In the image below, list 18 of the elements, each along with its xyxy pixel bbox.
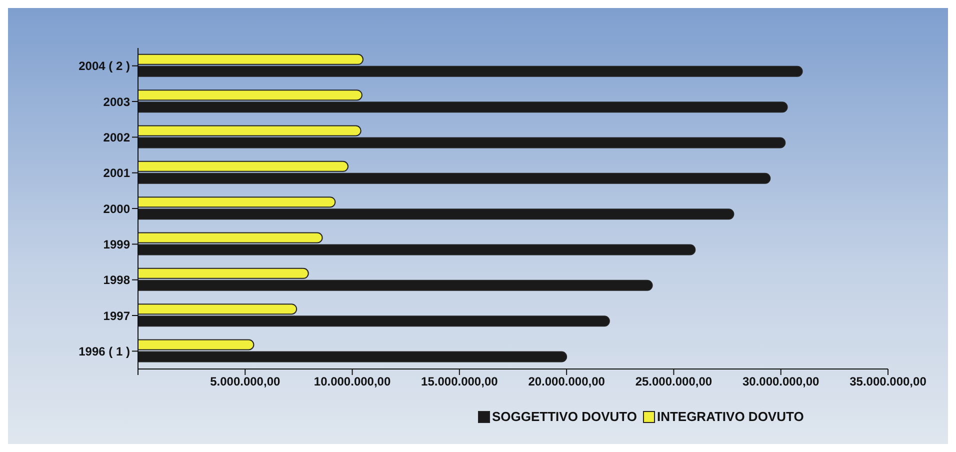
- x-tick-label: 5.000.000,00: [210, 374, 280, 389]
- x-tick-label: 30.000.000,00: [742, 374, 820, 389]
- legend-label: SOGGETTIVO DOVUTO: [491, 409, 637, 424]
- x-tick-label: 10.000.000,00: [314, 374, 391, 389]
- x-tick-label: 35.000.000,00: [850, 374, 927, 389]
- y-tick-label: 2000: [103, 202, 130, 216]
- y-tick-label: 1999: [103, 237, 130, 252]
- y-tick-label: 2003: [103, 94, 130, 109]
- y-tick-label: 1998: [103, 273, 130, 288]
- y-tick-label: 1997: [103, 308, 130, 323]
- y-tick-label: 2001: [103, 166, 130, 180]
- y-tick-label: 2002: [103, 130, 130, 144]
- x-tick-label: 15.000.000,00: [421, 374, 498, 389]
- legend-label: INTEGRATIVO DOVUTO: [656, 409, 804, 424]
- y-tick-label: 2004 ( 2 ): [78, 59, 130, 74]
- x-tick-label: 20.000.000,00: [528, 374, 606, 389]
- x-tick-label: 25.000.000,00: [635, 374, 712, 389]
- y-tick-label: 1996 ( 1 ): [78, 344, 130, 358]
